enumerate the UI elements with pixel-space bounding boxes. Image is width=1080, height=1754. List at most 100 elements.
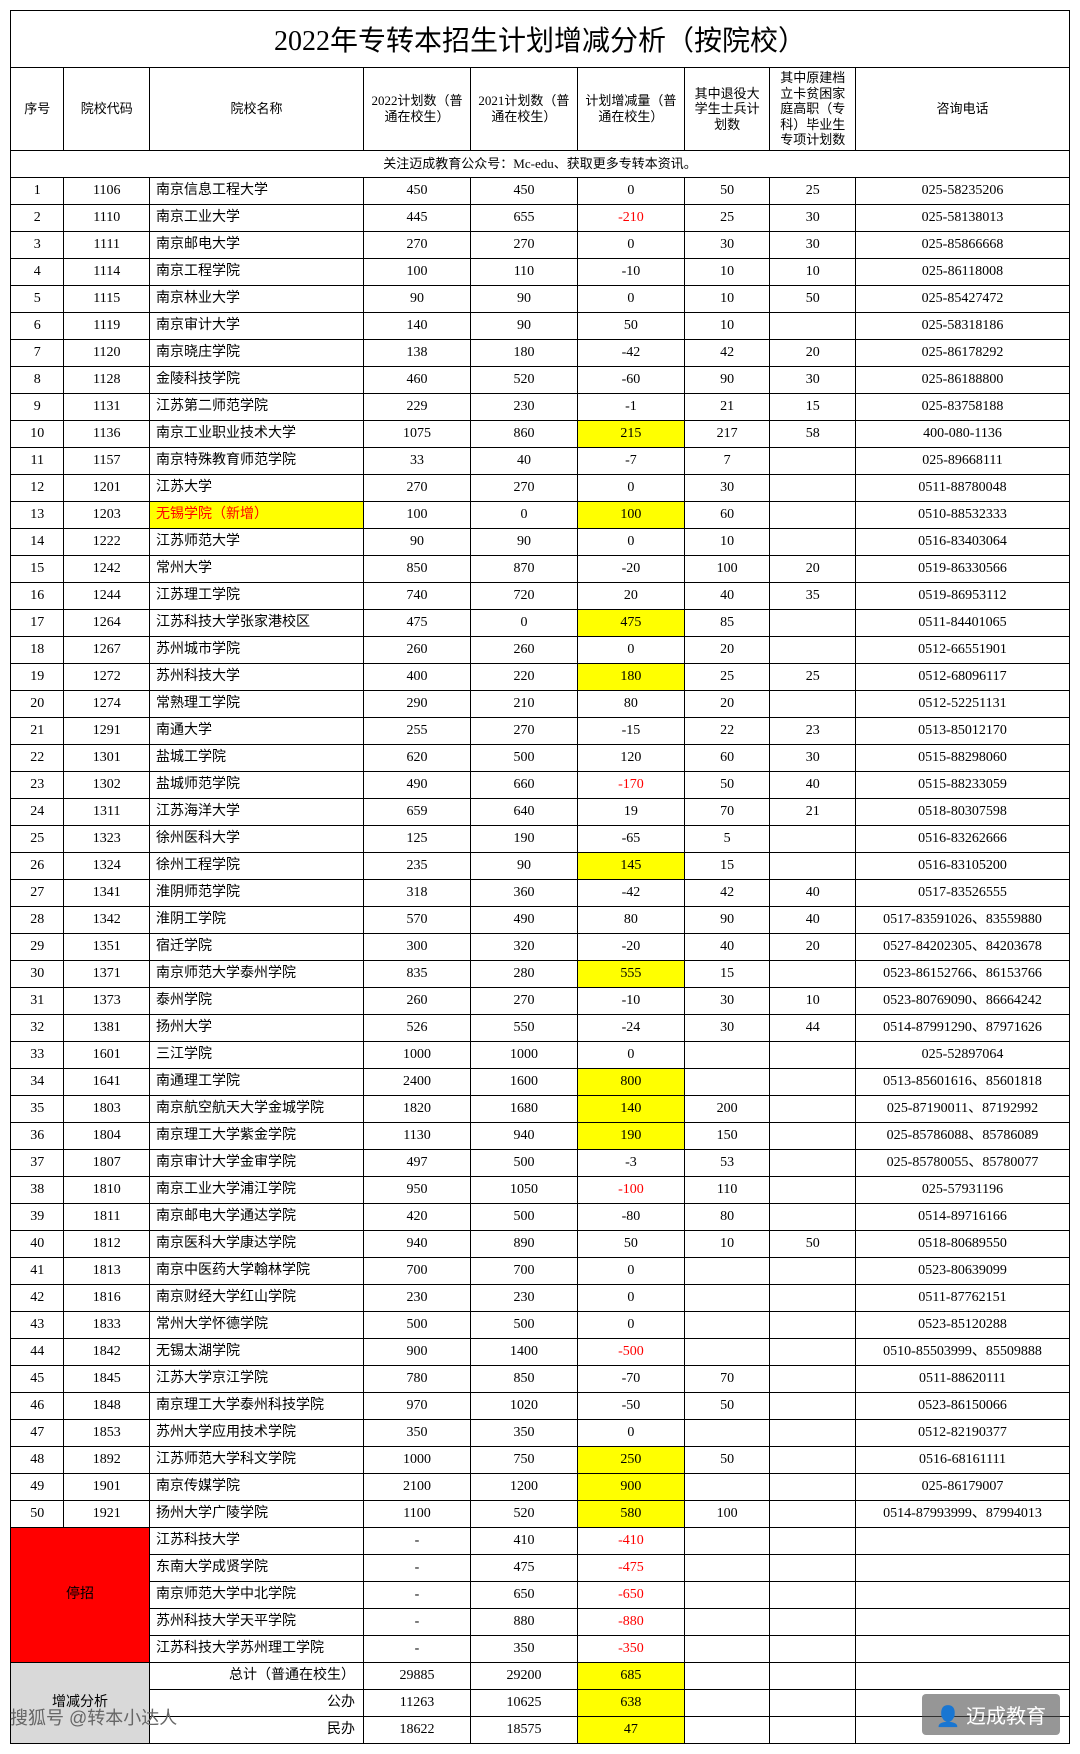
stop-row: 东南大学成贤学院-475-475 (11, 1554, 1070, 1581)
cell-sol: 217 (684, 420, 770, 447)
cell-p22: 230 (363, 1284, 470, 1311)
cell-seq: 30 (11, 960, 64, 987)
cell-diff: 180 (577, 663, 684, 690)
cell-sol: 90 (684, 906, 770, 933)
cell-diff: -350 (577, 1635, 684, 1662)
cell-name: 南京传媒学院 (150, 1473, 364, 1500)
table-row: 361804南京理工大学紫金学院1130940190150025-8578608… (11, 1122, 1070, 1149)
cell-p22: 33 (363, 447, 470, 474)
cell-tel: 0512-82190377 (856, 1419, 1070, 1446)
cell-name: 南京工业大学浦江学院 (150, 1176, 364, 1203)
cell-pov (770, 609, 856, 636)
cell-seq: 45 (11, 1365, 64, 1392)
cell-p21: 1000 (470, 1041, 577, 1068)
cell-p21: 850 (470, 1365, 577, 1392)
cell-p22: 450 (363, 177, 470, 204)
cell-name: 南京审计大学金审学院 (150, 1149, 364, 1176)
table-row: 411813南京中医药大学翰林学院70070000523-80639099 (11, 1257, 1070, 1284)
table-row: 131203无锡学院（新增）1000100600510-88532333 (11, 501, 1070, 528)
cell-name: 南京工业职业技术大学 (150, 420, 364, 447)
cell-p22: 445 (363, 204, 470, 231)
cell-seq: 18 (11, 636, 64, 663)
cell-p22: 1130 (363, 1122, 470, 1149)
cell-name: 南京工程学院 (150, 258, 364, 285)
cell-pov (770, 1419, 856, 1446)
cell-p22: 270 (363, 231, 470, 258)
cell-pov (770, 960, 856, 987)
cell-code: 1842 (64, 1338, 150, 1365)
cell-tel: 0518-80689550 (856, 1230, 1070, 1257)
cell-code: 1373 (64, 987, 150, 1014)
cell-tel: 0514-87991290、87971626 (856, 1014, 1070, 1041)
cell-sol: 10 (684, 528, 770, 555)
cell-diff: -60 (577, 366, 684, 393)
cell-p22: 2100 (363, 1473, 470, 1500)
cell-empty (684, 1689, 770, 1716)
table-row: 141222江苏师范大学90900100516-83403064 (11, 528, 1070, 555)
table-row: 431833常州大学怀德学院50050000523-85120288 (11, 1311, 1070, 1338)
cell-name: 扬州大学 (150, 1014, 364, 1041)
cell-sol: 150 (684, 1122, 770, 1149)
cell-pov (770, 1122, 856, 1149)
cell-tel: 0517-83526555 (856, 879, 1070, 906)
cell-code: 1106 (64, 177, 150, 204)
table-row: 381810南京工业大学浦江学院9501050-100110025-579311… (11, 1176, 1070, 1203)
cell-p21: 29200 (470, 1662, 577, 1689)
cell-seq: 44 (11, 1338, 64, 1365)
cell-diff: 215 (577, 420, 684, 447)
cell-empty (684, 1527, 770, 1554)
cell-pov (770, 1041, 856, 1068)
cell-code: 1848 (64, 1392, 150, 1419)
table-row: 81128金陵科技学院460520-609030025-86188800 (11, 366, 1070, 393)
cell-sol: 30 (684, 231, 770, 258)
cell-diff: -80 (577, 1203, 684, 1230)
cell-p21: 350 (470, 1419, 577, 1446)
cell-seq: 41 (11, 1257, 64, 1284)
cell-empty (684, 1716, 770, 1743)
cell-diff: 0 (577, 1311, 684, 1338)
cell-diff: -24 (577, 1014, 684, 1041)
cell-p22: 2400 (363, 1068, 470, 1095)
cell-name: 淮阴师范学院 (150, 879, 364, 906)
cell-seq: 35 (11, 1095, 64, 1122)
cell-name: 徐州工程学院 (150, 852, 364, 879)
cell-p21: 230 (470, 393, 577, 420)
cell-code: 1136 (64, 420, 150, 447)
header-diff: 计划增减量（普通在校生） (577, 68, 684, 151)
cell-seq: 14 (11, 528, 64, 555)
cell-name: 东南大学成贤学院 (150, 1554, 364, 1581)
cell-tel: 025-85786088、85786089 (856, 1122, 1070, 1149)
cell-p21: 660 (470, 771, 577, 798)
cell-empty (856, 1662, 1070, 1689)
cell-sol (684, 1068, 770, 1095)
cell-code: 1381 (64, 1014, 150, 1041)
cell-sol: 90 (684, 366, 770, 393)
cell-name: 江苏大学 (150, 474, 364, 501)
cell-empty (684, 1635, 770, 1662)
cell-pov (770, 1311, 856, 1338)
table-row: 491901南京传媒学院21001200900025-86179007 (11, 1473, 1070, 1500)
cell-tel: 025-86118008 (856, 258, 1070, 285)
cell-code: 1342 (64, 906, 150, 933)
cell-pov (770, 1149, 856, 1176)
cell-empty (770, 1689, 856, 1716)
table-row: 31111南京邮电大学27027003030025-85866668 (11, 231, 1070, 258)
table-row: 211291南通大学255270-1522230513-85012170 (11, 717, 1070, 744)
cell-pov (770, 1284, 856, 1311)
cell-p21: 270 (470, 987, 577, 1014)
cell-code: 1323 (64, 825, 150, 852)
cell-code: 1601 (64, 1041, 150, 1068)
cell-p21: 90 (470, 528, 577, 555)
cell-sol (684, 1473, 770, 1500)
cell-diff: -170 (577, 771, 684, 798)
header-seq: 序号 (11, 68, 64, 151)
cell-empty (856, 1554, 1070, 1581)
cell-p22: 260 (363, 636, 470, 663)
cell-p21: 280 (470, 960, 577, 987)
cell-pov: 21 (770, 798, 856, 825)
cell-tel: 0515-88233059 (856, 771, 1070, 798)
cell-p22: 29885 (363, 1662, 470, 1689)
cell-pov: 23 (770, 717, 856, 744)
cell-pov: 20 (770, 339, 856, 366)
cell-pov: 30 (770, 231, 856, 258)
